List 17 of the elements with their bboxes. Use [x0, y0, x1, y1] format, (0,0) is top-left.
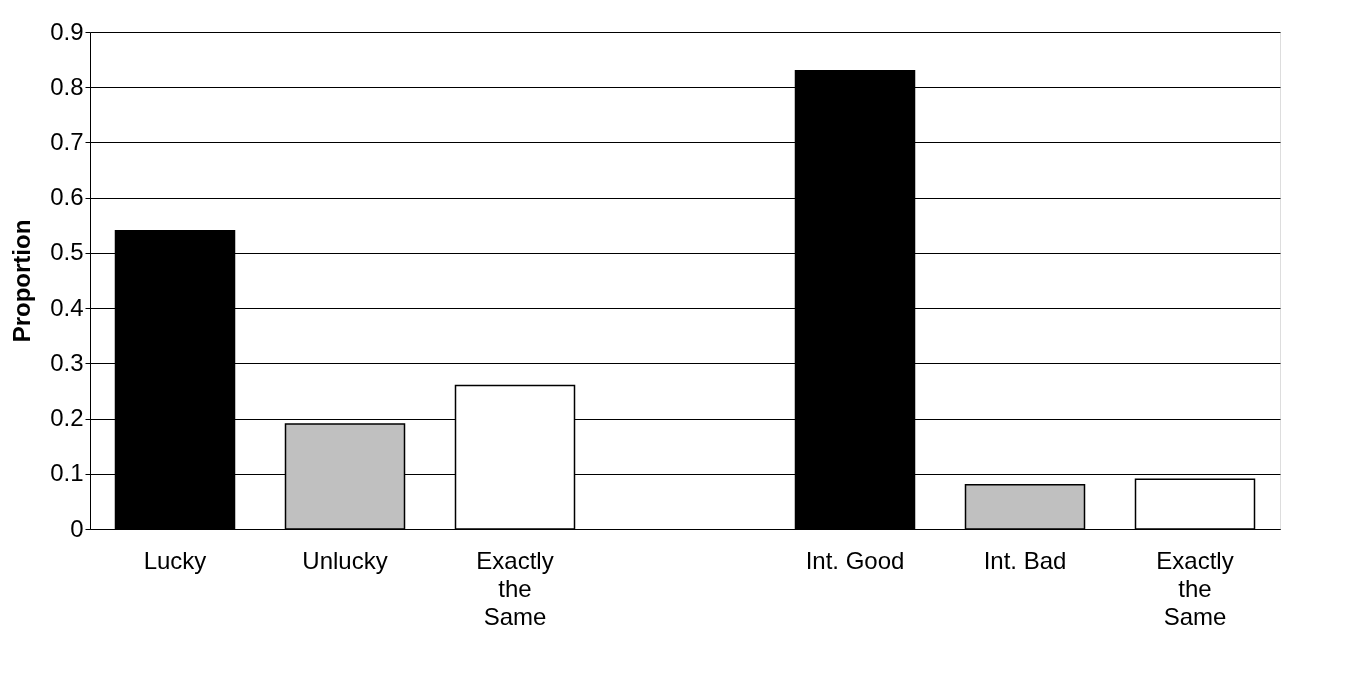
- x-tick-label: Unlucky: [302, 546, 388, 574]
- y-tick-label: 0.9: [50, 17, 84, 45]
- y-tick-label: 0.4: [50, 293, 84, 321]
- y-tick-label: 0: [70, 514, 84, 542]
- y-tick-label: 0.3: [50, 348, 84, 376]
- y-tick-label: 0.5: [50, 238, 84, 266]
- x-tick-label: Int. Bad: [983, 546, 1067, 574]
- x-tick-label: Int. Good: [805, 546, 905, 574]
- y-tick-label: 0.6: [50, 183, 84, 211]
- x-tick-label: Exactly the Same: [1156, 546, 1234, 630]
- y-tick-label: 0.8: [50, 72, 84, 100]
- x-tick-label: Lucky: [143, 546, 207, 574]
- y-tick-label: 0.2: [50, 404, 84, 432]
- x-tick-label: Exactly the Same: [476, 546, 554, 630]
- y-axis-title: Proportion: [8, 219, 36, 343]
- y-tick-label: 0.1: [50, 459, 84, 487]
- y-tick-label: 0.7: [50, 127, 84, 155]
